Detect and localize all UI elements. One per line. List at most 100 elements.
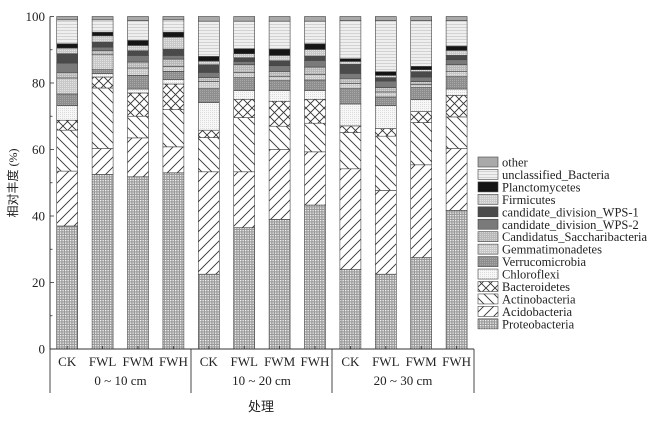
bar-segment-candidate-division-wps-2 xyxy=(198,72,220,78)
bar-segment-chloroflexi xyxy=(233,90,255,100)
legend-item-chloroflexi: Chloroflexi xyxy=(477,268,560,282)
group-label: 0 ~ 10 cm xyxy=(94,373,146,388)
bar-segment-unclassified-bacteria xyxy=(56,19,79,45)
bar-segment-actinobacteria xyxy=(339,132,362,170)
bar-segment-acidobacteria xyxy=(233,171,255,228)
legend-swatch xyxy=(477,256,499,267)
bar-segment-candidate-division-wps-1 xyxy=(445,55,468,61)
bar-segment-actinobacteria xyxy=(233,117,255,173)
y-axis-title: 相对丰度 (%) xyxy=(5,149,20,218)
group-label: 10 ~ 20 cm xyxy=(232,373,291,388)
bar-segment-candidatus-saccharibacteria xyxy=(91,50,114,56)
bar-segment-proteobacteria xyxy=(233,227,255,350)
bar-segment-proteobacteria xyxy=(410,257,433,350)
bar-segment-proteobacteria xyxy=(445,210,468,350)
bar-segment-planctomycetes xyxy=(410,66,433,71)
bar-segment-bacteroidetes xyxy=(304,98,326,124)
bar-segment-verrucomicrobia xyxy=(374,96,397,106)
legend-item-bacteroidetes: Bacteroidetes xyxy=(477,280,570,294)
bar-segment-unclassified-bacteria xyxy=(233,20,255,50)
bar-segment-other xyxy=(233,16,255,22)
x-tick-label: FWL xyxy=(230,354,258,369)
legend-swatch xyxy=(477,194,499,205)
legend-label: Candidatus_Saccharibacteria xyxy=(502,230,648,244)
bar-segment-proteobacteria xyxy=(304,204,326,350)
bar-segment-actinobacteria xyxy=(374,135,397,191)
bar-segment-chloroflexi xyxy=(445,88,468,96)
bar-segment-acidobacteria xyxy=(410,164,433,258)
bar-segment-actinobacteria xyxy=(127,115,149,139)
bar-segment-other xyxy=(56,16,79,21)
bar-segment-chloroflexi xyxy=(339,103,362,127)
x-tick-label: CK xyxy=(58,354,77,369)
legend-swatch xyxy=(477,293,499,305)
bar-segment-bacteroidetes xyxy=(445,95,468,118)
bar-segment-unclassified-bacteria xyxy=(127,20,149,41)
bar-segment-acidobacteria xyxy=(374,190,397,275)
bar-20-30-cm-fwh xyxy=(445,16,468,350)
bar-segment-chloroflexi xyxy=(268,90,291,102)
bar-segment-candidate-division-wps-1 xyxy=(56,53,79,64)
bar-segment-gemmatimonadetes xyxy=(374,91,397,98)
bar-segment-firmicutes xyxy=(162,36,185,50)
bar-segment-bacteroidetes xyxy=(91,76,114,89)
bar-segment-candidatus-saccharibacteria xyxy=(198,77,220,82)
bar-segment-bacteroidetes xyxy=(198,129,220,138)
bar-segment-other xyxy=(127,16,149,21)
bar-segment-bacteroidetes xyxy=(339,125,362,133)
bar-segment-firmicutes xyxy=(304,49,326,57)
bar-segment-gemmatimonadetes xyxy=(198,81,220,89)
bar-segment-candidate-division-wps-2 xyxy=(268,65,291,72)
bar-segment-verrucomicrobia xyxy=(445,76,468,90)
bar-segment-candidate-division-wps-2 xyxy=(304,60,326,68)
bar-segment-proteobacteria xyxy=(56,225,79,350)
bar-segment-candidate-division-wps-1 xyxy=(304,55,326,61)
bar-segment-proteobacteria xyxy=(127,176,149,350)
bar-segment-candidatus-saccharibacteria xyxy=(374,87,397,93)
legend-label: unclassified_Bacteria xyxy=(502,168,610,182)
bar-segment-candidate-division-wps-2 xyxy=(339,73,362,79)
legend-swatch xyxy=(477,218,499,230)
bar-segment-actinobacteria xyxy=(56,129,79,172)
bar-segment-other xyxy=(339,16,362,21)
bar-segment-unclassified-bacteria xyxy=(410,20,433,67)
legend-item-acidobacteria: Acidobacteria xyxy=(477,305,573,319)
bar-10-20-cm-fwh xyxy=(304,16,326,350)
x-tick-label: CK xyxy=(200,354,219,369)
bar-segment-firmicutes xyxy=(127,45,149,52)
bar-segment-firmicutes xyxy=(374,75,397,78)
bar-segment-candidate-division-wps-1 xyxy=(91,41,114,48)
legend-item-verrucomicrobia: Verrucomicrobia xyxy=(477,255,586,269)
group-label: 20 ~ 30 cm xyxy=(374,373,433,388)
bar-segment-candidate-division-wps-1 xyxy=(233,57,255,62)
bar-segment-chloroflexi xyxy=(374,105,397,129)
bar-segment-gemmatimonadetes xyxy=(127,67,149,76)
bar-segment-other xyxy=(445,16,468,21)
bar-segment-candidate-division-wps-2 xyxy=(374,80,397,88)
bar-segment-verrucomicrobia xyxy=(304,79,326,91)
legend-swatch xyxy=(477,268,499,280)
legend-item-actinobacteria: Actinobacteria xyxy=(477,292,576,306)
bar-0-10-cm-fwh xyxy=(162,16,185,350)
bar-segment-unclassified-bacteria xyxy=(198,20,220,57)
y-tick-label: 100 xyxy=(26,9,46,24)
x-tick-label: FWM xyxy=(406,354,438,369)
bar-segment-acidobacteria xyxy=(268,149,291,220)
bar-segment-firmicutes xyxy=(91,35,114,43)
bar-segment-chloroflexi xyxy=(91,73,114,78)
bar-segment-candidate-division-wps-2 xyxy=(56,62,79,73)
legend-swatch xyxy=(477,156,499,168)
bar-segment-candidatus-saccharibacteria xyxy=(445,64,468,72)
bar-segment-verrucomicrobia xyxy=(127,75,149,90)
bar-segment-unclassified-bacteria xyxy=(268,20,291,50)
bar-segment-proteobacteria xyxy=(339,269,362,350)
legend-item-planctomycetes: Planctomycetes xyxy=(477,180,581,194)
legend-swatch xyxy=(477,169,499,180)
bar-segment-candidate-division-wps-1 xyxy=(162,48,185,56)
legend-item-candidatus-saccharibacteria: Candidatus_Saccharibacteria xyxy=(477,230,648,244)
x-tick-label: FWL xyxy=(372,354,400,369)
bar-segment-candidate-division-wps-2 xyxy=(162,55,185,60)
bar-segment-bacteroidetes xyxy=(268,100,291,127)
bar-10-20-cm-fwl xyxy=(233,16,255,350)
bar-10-20-cm-ck xyxy=(198,16,220,350)
